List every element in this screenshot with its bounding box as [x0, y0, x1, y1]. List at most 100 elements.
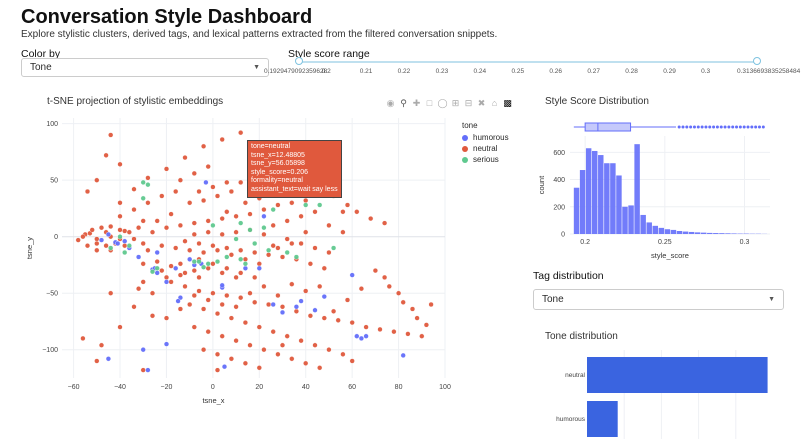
data-point-neutral — [98, 225, 105, 231]
legend-label: humorous — [473, 133, 509, 142]
histogram-bar — [573, 187, 580, 234]
data-point-neutral — [131, 236, 137, 242]
data-point-neutral — [298, 213, 304, 219]
legend-marker-icon — [462, 156, 468, 163]
range-tick-label: 0.3 — [701, 68, 711, 75]
data-point-serious — [270, 206, 276, 213]
data-point-neutral — [326, 249, 332, 256]
category-label: humorous — [556, 416, 586, 423]
data-point-neutral — [224, 245, 230, 251]
histogram-bar — [622, 206, 628, 234]
color-by-label: Color by — [21, 48, 61, 60]
data-point-humorous — [105, 356, 112, 362]
data-point-humorous — [154, 270, 160, 276]
zoom-out-icon[interactable]: ⊟ — [464, 98, 473, 108]
histogram-bar — [585, 148, 592, 234]
data-point-neutral — [136, 286, 142, 292]
pan-icon[interactable]: ✚ — [412, 98, 421, 108]
x-tick-label: 100 — [439, 384, 451, 391]
lasso-icon[interactable]: ◯ — [437, 98, 448, 108]
histogram-bar — [707, 232, 713, 234]
data-point-neutral — [238, 247, 244, 253]
tone-distribution-chart[interactable]: neutral humorous — [530, 345, 806, 439]
data-point-neutral — [89, 227, 95, 233]
data-point-neutral — [117, 213, 123, 219]
legend-item-serious[interactable]: serious — [462, 154, 509, 165]
range-tick-label: 0.21 — [359, 68, 373, 75]
histogram-bar — [616, 175, 622, 234]
box-select-icon[interactable]: □ — [426, 98, 433, 108]
data-point-neutral — [405, 331, 411, 337]
data-point-neutral — [233, 338, 239, 344]
plotly-logo-icon[interactable]: ▩ — [503, 98, 512, 108]
data-point-neutral — [400, 299, 406, 305]
data-point-neutral — [159, 193, 165, 199]
data-point-humorous — [293, 304, 300, 310]
box-outlier — [746, 125, 750, 129]
data-point-neutral — [75, 237, 81, 243]
autoscale-icon[interactable]: ✖ — [477, 98, 486, 108]
tag-distribution-dropdown[interactable]: Tone ▼ — [533, 289, 784, 310]
data-point-neutral — [233, 229, 239, 235]
modebar: ◉ ⚲ ✚ □ ◯ ⊞ ⊟ ✖ ⌂ ▩ — [384, 93, 532, 111]
data-point-neutral — [238, 130, 244, 136]
data-point-humorous — [98, 237, 105, 243]
data-point-serious — [252, 240, 258, 247]
tone-bar-neutral — [587, 357, 768, 393]
box-outlier — [731, 125, 735, 129]
range-slider-ticks: 0.2 0.21 0.22 0.23 0.24 0.25 0.26 0.27 0.28 0.29 0… — [0, 68, 806, 78]
histogram-bar — [676, 231, 683, 234]
legend-item-neutral[interactable]: neutral — [462, 143, 509, 154]
data-point-neutral — [382, 220, 388, 226]
y-tick-label: 50 — [50, 178, 58, 185]
histogram-bar — [713, 233, 719, 234]
box-outlier — [712, 125, 716, 129]
data-point-neutral — [205, 163, 211, 170]
box-outlier — [727, 125, 731, 129]
range-tick-label: 0.22 — [397, 68, 411, 75]
data-point-neutral — [252, 274, 258, 281]
data-point-serious — [214, 259, 221, 265]
data-point-serious — [122, 249, 128, 256]
box-outlier — [677, 125, 681, 129]
scatter-title: t-SNE projection of stylistic embeddings — [47, 96, 224, 107]
data-point-neutral — [168, 279, 174, 285]
data-point-neutral — [219, 301, 225, 308]
style-score-histogram[interactable]: 0 200 400 600 0.2 0.25 0.3 style_score count — [530, 112, 806, 262]
data-point-neutral — [117, 200, 123, 206]
data-point-neutral — [163, 274, 170, 281]
data-point-humorous — [279, 309, 286, 316]
data-point-serious — [140, 179, 146, 186]
data-point-neutral — [168, 211, 174, 217]
range-slider-min-handle[interactable] — [295, 57, 303, 65]
histogram-title: Style Score Distribution — [545, 96, 649, 107]
data-point-humorous — [221, 364, 228, 370]
data-point-neutral — [191, 220, 197, 226]
range-slider-max-handle[interactable] — [753, 57, 761, 65]
data-point-neutral — [340, 209, 346, 215]
home-icon[interactable]: ⌂ — [491, 98, 498, 108]
data-point-serious — [149, 269, 156, 275]
data-point-neutral — [275, 245, 281, 251]
data-point-neutral — [80, 335, 86, 342]
data-point-neutral — [94, 236, 100, 242]
zoom-in-icon[interactable]: ⊞ — [451, 98, 460, 108]
legend-item-humorous[interactable]: humorous — [462, 132, 509, 143]
data-point-serious — [303, 202, 309, 208]
y-tick-label: −100 — [42, 347, 58, 354]
data-point-neutral — [317, 365, 323, 371]
box-outlier — [735, 125, 739, 129]
range-slider-track[interactable] — [299, 61, 757, 63]
data-point-serious — [247, 227, 253, 233]
histogram-bar — [731, 233, 737, 234]
range-tick-label: 0.24 — [473, 68, 487, 75]
histogram-bar — [682, 231, 689, 234]
data-point-neutral — [247, 290, 253, 296]
data-point-neutral — [84, 243, 91, 249]
zoom-icon[interactable]: ⚲ — [400, 98, 407, 108]
camera-icon[interactable]: ◉ — [386, 98, 395, 108]
histogram-bar — [664, 229, 671, 234]
data-point-humorous — [256, 265, 262, 271]
color-by-dropdown[interactable]: Tone ▼ — [21, 58, 269, 77]
tooltip-line: tsne_x=12.48805 — [251, 151, 305, 159]
